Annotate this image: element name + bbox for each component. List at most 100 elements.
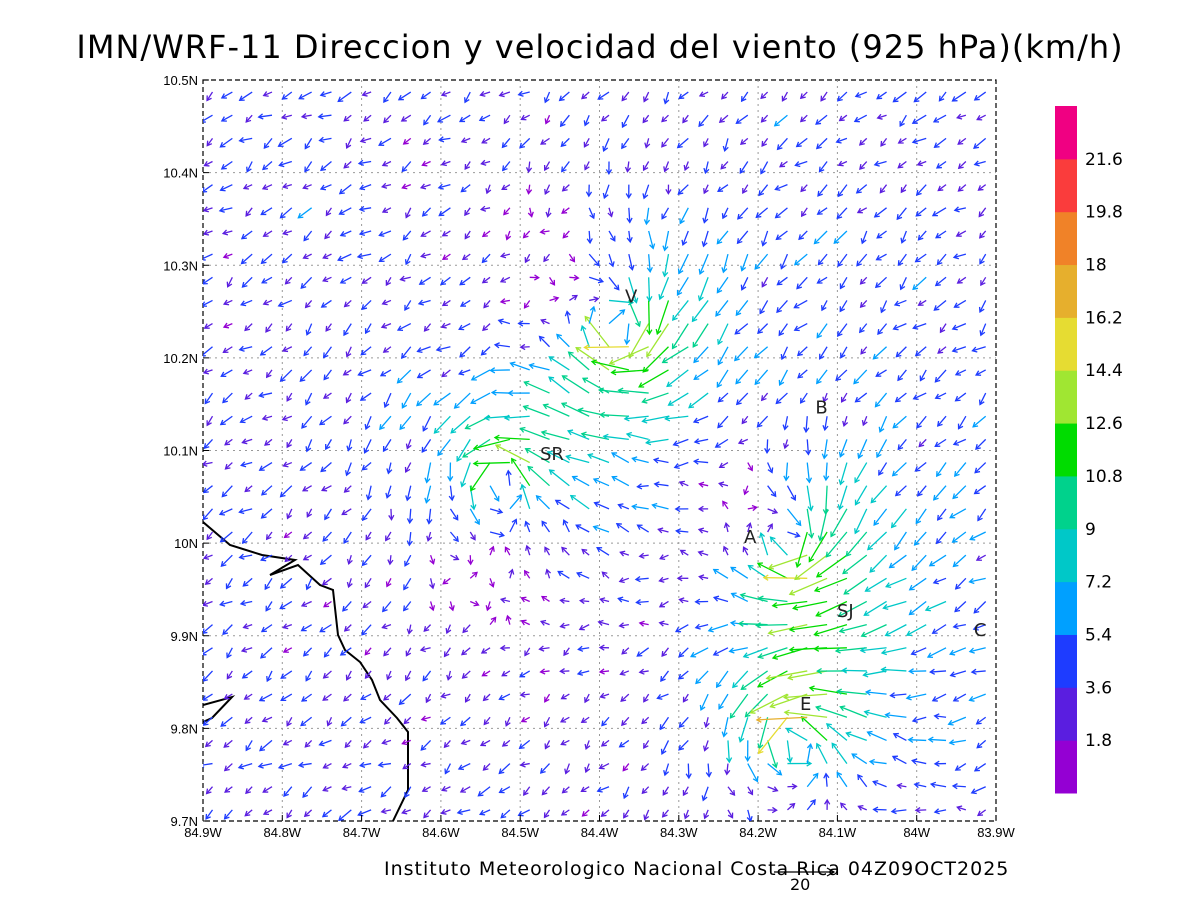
wind-arrow	[644, 138, 651, 149]
wind-arrow	[916, 415, 927, 429]
wind-arrow	[795, 137, 808, 148]
wind-arrow	[258, 391, 273, 399]
wind-arrow	[636, 483, 649, 490]
wind-arrow	[835, 137, 848, 144]
wind-arrow	[857, 805, 867, 811]
wind-arrow	[501, 739, 511, 747]
wind-arrow	[364, 577, 372, 589]
wind-arrow	[481, 230, 491, 238]
wind-arrow	[593, 501, 610, 510]
wind-arrow	[222, 346, 233, 354]
wind-arrow	[854, 485, 868, 506]
wind-arrow	[858, 137, 868, 146]
wind-arrow	[416, 346, 431, 354]
wind-arrow	[302, 183, 312, 190]
wind-arrow	[470, 462, 491, 492]
wind-arrow	[935, 531, 947, 545]
place-label-a: A	[744, 527, 757, 548]
wind-arrow	[980, 276, 987, 287]
wind-arrow	[799, 392, 808, 404]
wind-arrow	[218, 508, 233, 516]
wind-arrow	[744, 740, 751, 762]
wind-arrow	[361, 90, 372, 97]
wind-arrow	[505, 230, 512, 241]
wind-arrow	[628, 277, 639, 304]
wind-arrow	[581, 91, 590, 100]
wind-arrow	[894, 531, 907, 551]
wind-arrow	[458, 114, 471, 123]
wind-arrow	[602, 184, 610, 200]
colorbar-label: 5.4	[1085, 625, 1112, 645]
wind-arrow	[499, 597, 511, 604]
wind-arrow	[404, 253, 412, 266]
wind-arrow	[302, 531, 313, 540]
wind-arrow	[734, 323, 749, 335]
wind-arrow	[978, 207, 987, 218]
wind-arrow	[749, 693, 788, 714]
wind-arrow	[782, 416, 789, 431]
wind-arrow	[422, 415, 432, 432]
wind-arrow	[420, 252, 431, 259]
wind-arrow	[381, 299, 392, 306]
wind-arrow	[304, 739, 313, 748]
wind-arrow	[343, 323, 352, 337]
wind-arrow	[677, 670, 689, 680]
wind-arrow	[520, 619, 530, 626]
wind-arrow	[219, 137, 233, 148]
wind-arrow	[499, 644, 510, 652]
wind-arrow	[339, 230, 352, 237]
wind-arrow	[661, 647, 670, 658]
wind-arrow	[740, 253, 749, 272]
wind-arrow	[262, 786, 273, 793]
colorbar-swatch	[1055, 528, 1077, 583]
wind-arrow	[260, 647, 273, 659]
wind-arrow	[857, 774, 868, 788]
wind-arrow	[757, 323, 769, 335]
wind-arrow	[203, 438, 213, 450]
wind-arrow	[241, 670, 253, 679]
wind-arrow	[265, 531, 273, 541]
wind-arrow	[611, 475, 630, 487]
wind-arrow	[501, 184, 511, 190]
wind-arrow	[524, 647, 531, 657]
wind-arrow	[740, 277, 749, 291]
wind-arrow	[302, 647, 313, 657]
wind-arrow	[303, 346, 313, 357]
place-labels: V B SR A SJ C E	[540, 286, 986, 715]
wind-arrow	[490, 389, 510, 396]
place-label-sj: SJ	[837, 601, 854, 622]
wind-arrow	[488, 545, 495, 556]
wind-arrow	[892, 415, 907, 429]
wind-arrow	[578, 624, 590, 631]
wind-arrow	[774, 207, 788, 219]
lon-tick-label: 84.7W	[343, 825, 381, 840]
wind-arrow	[499, 252, 511, 259]
wind-arrow	[621, 137, 630, 150]
wind-arrow	[383, 392, 392, 409]
wind-arrow	[875, 253, 887, 261]
wind-arrow	[277, 137, 293, 147]
wind-arrow	[767, 485, 777, 498]
wind-arrow	[203, 670, 213, 682]
wind-arrow	[281, 415, 293, 422]
wind-arrow	[873, 508, 888, 526]
wind-arrow	[739, 592, 768, 603]
wind-arrow	[569, 494, 590, 510]
wind-arrow	[575, 524, 590, 533]
wind-arrow	[859, 276, 868, 285]
wind-arrow	[655, 300, 670, 336]
wind-arrow	[237, 762, 253, 770]
wind-arrow	[678, 739, 689, 751]
wind-arrow	[926, 647, 947, 659]
wind-arrow	[361, 554, 372, 567]
wind-arrow	[760, 161, 769, 175]
wind-arrow	[540, 318, 550, 325]
wind-arrow	[325, 439, 333, 451]
wind-arrow	[343, 161, 352, 169]
wind-arrow	[223, 693, 233, 700]
wind-arrow	[917, 299, 927, 306]
wind-arrow	[937, 346, 947, 354]
wind-arrow	[799, 114, 808, 123]
wind-arrow	[259, 346, 273, 356]
wind-arrow	[203, 160, 213, 167]
